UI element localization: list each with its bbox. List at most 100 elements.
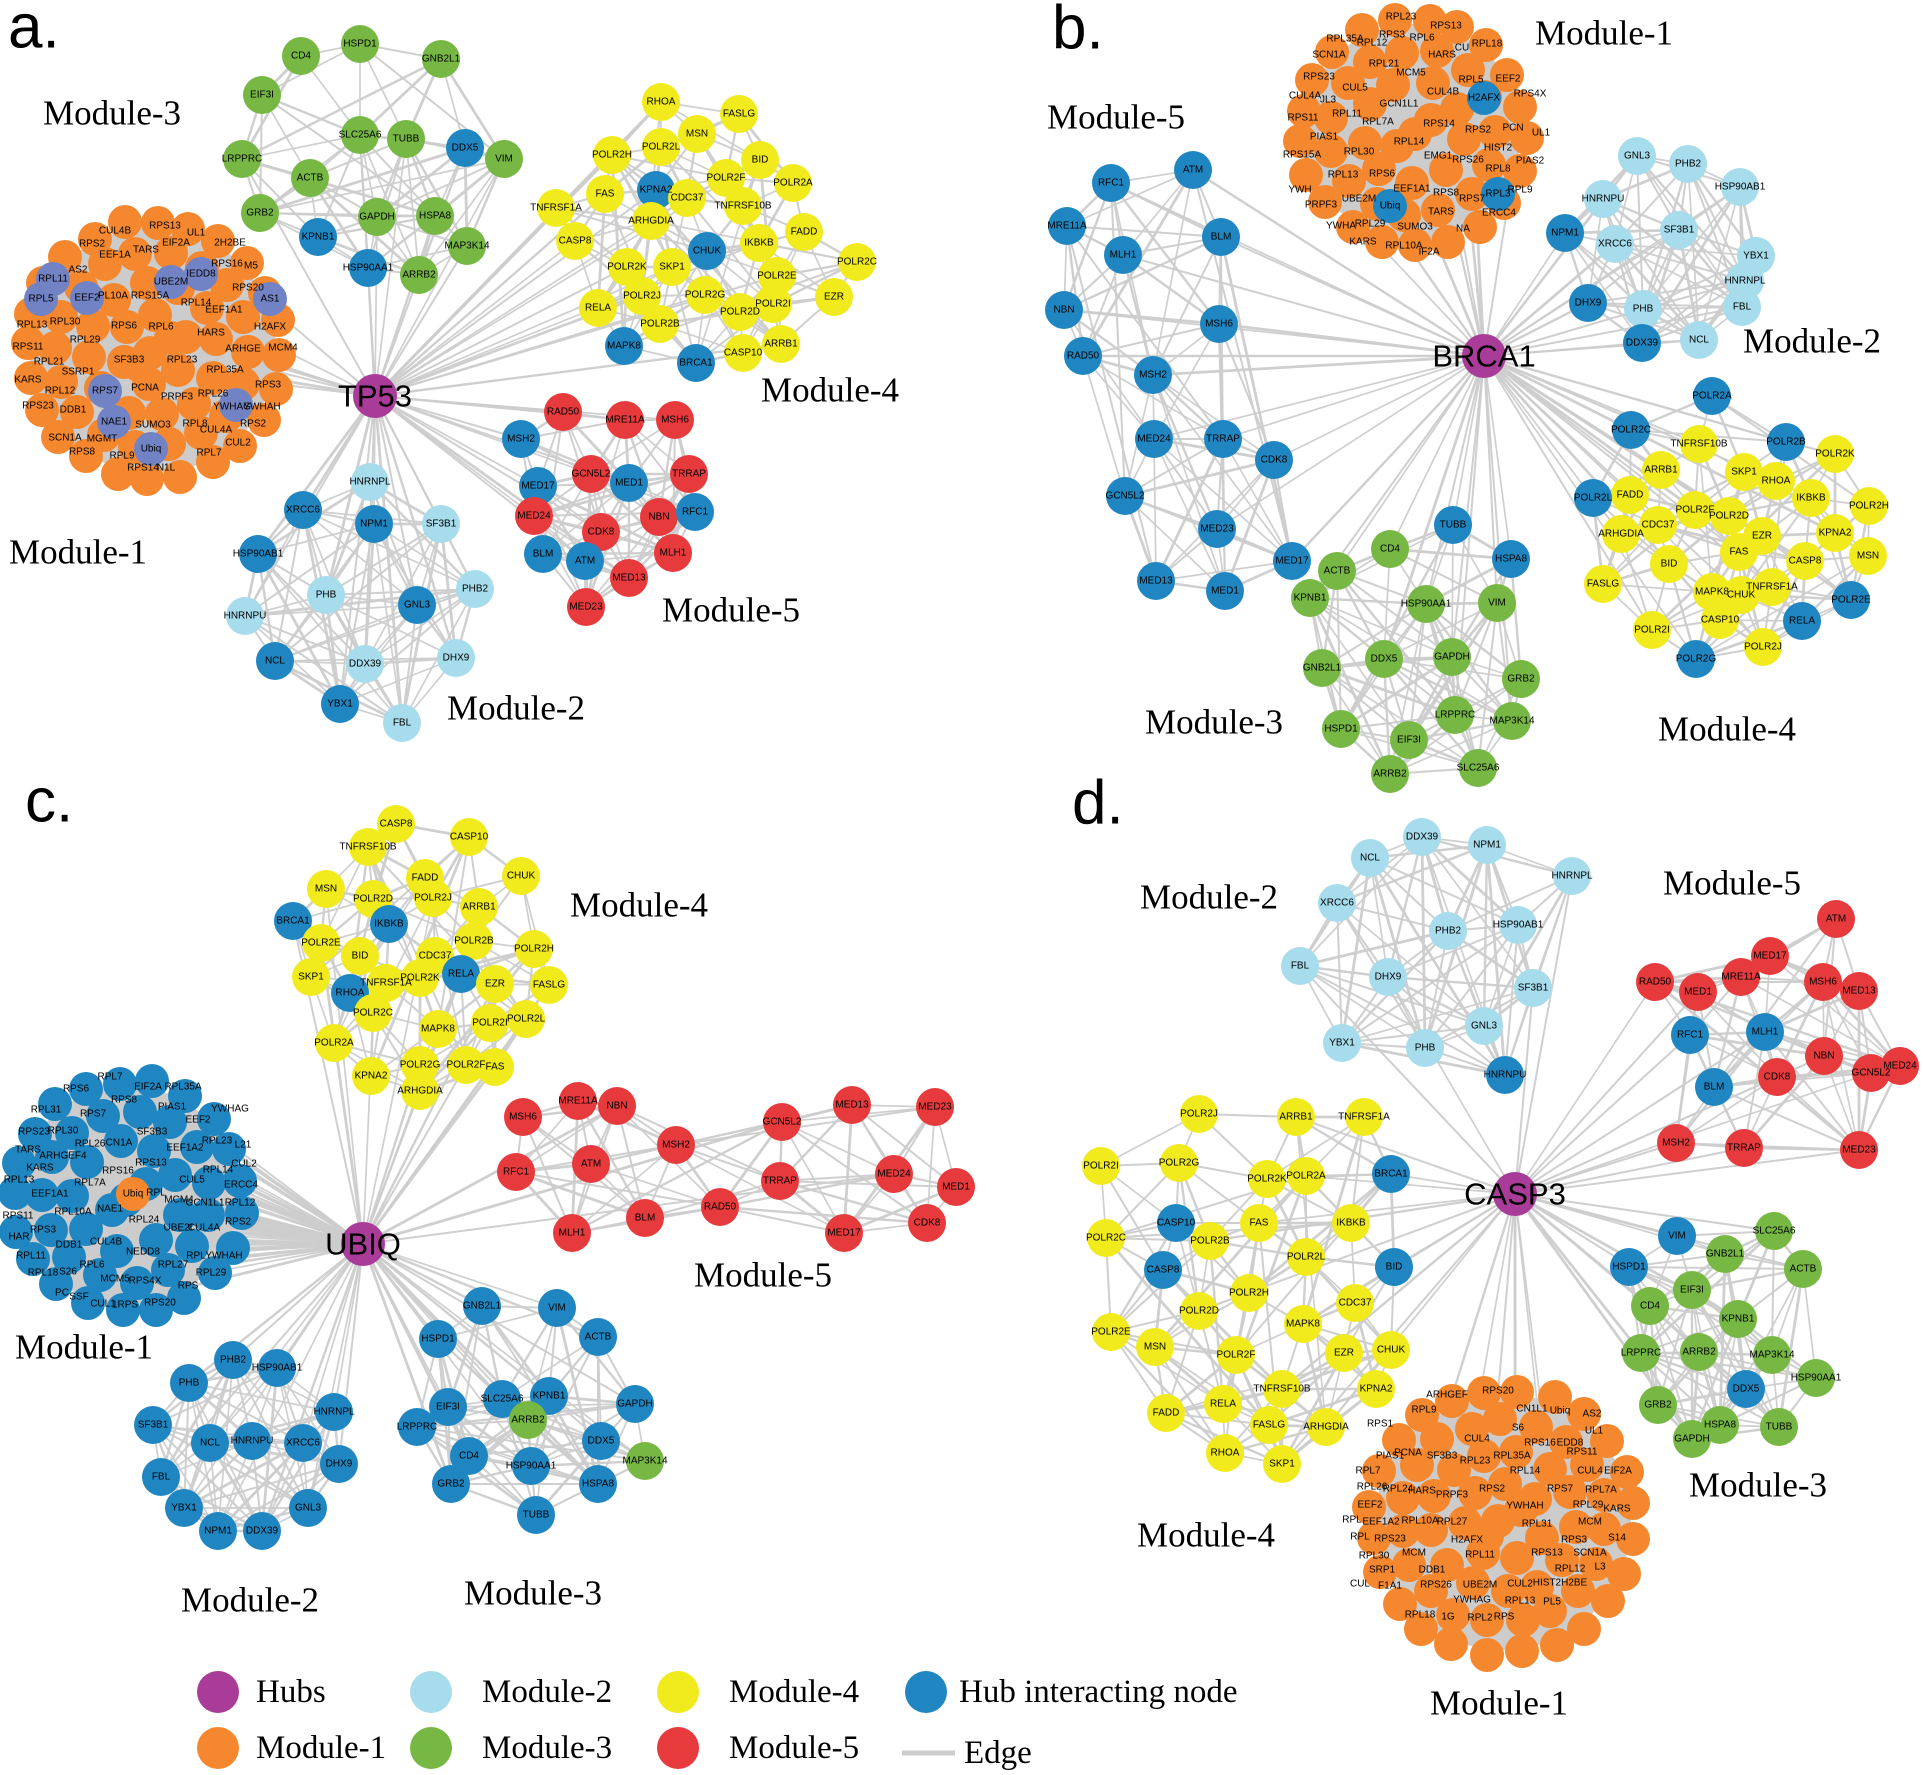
svg-text:POLR2A: POLR2A [1286,1171,1326,1182]
svg-text:TNFRSF10B: TNFRSF10B [339,842,397,853]
svg-text:CD4: CD4 [1380,544,1400,555]
svg-text:MRE11A: MRE11A [1047,221,1087,232]
svg-text:KARS: KARS [14,375,42,386]
svg-text:RPL18: RPL18 [28,1268,59,1279]
svg-text:POLR2I: POLR2I [1634,625,1670,636]
svg-text:RPL30: RPL30 [48,1126,79,1137]
svg-text:CUL5: CUL5 [1342,83,1368,94]
svg-text:Module-4: Module-4 [1137,1516,1275,1555]
svg-text:MSH2: MSH2 [1662,1138,1690,1149]
svg-text:PHB: PHB [1415,1043,1436,1054]
svg-text:Module-5: Module-5 [694,1256,832,1295]
svg-text:ARHGDIA: ARHGDIA [628,216,674,227]
svg-text:RPL23: RPL23 [167,355,198,366]
svg-text:Edge: Edge [964,1735,1032,1771]
svg-text:HAR: HAR [8,1232,29,1243]
svg-text:MED24: MED24 [877,1169,911,1180]
svg-text:RHOA: RHOA [336,988,365,999]
svg-text:DHX9: DHX9 [1575,298,1602,309]
svg-text:HSPD1: HSPD1 [421,1334,455,1345]
svg-text:RPL35A: RPL35A [1326,34,1364,45]
svg-text:CDK8: CDK8 [1261,455,1288,466]
svg-text:EEF1A1: EEF1A1 [31,1189,69,1200]
svg-text:RPS2: RPS2 [225,1217,252,1228]
svg-text:NBN: NBN [1053,305,1074,316]
svg-text:TUBB: TUBB [523,1510,550,1521]
svg-text:XRCC6: XRCC6 [286,1438,320,1449]
svg-text:RPS11: RPS11 [3,1211,34,1222]
svg-text:RFC1: RFC1 [682,507,709,518]
svg-text:TUBB: TUBB [393,134,420,145]
svg-text:RPL6: RPL6 [148,322,173,333]
svg-text:FAS: FAS [1250,1218,1269,1229]
svg-text:HSPA8: HSPA8 [1704,1420,1736,1431]
svg-text:RPL13: RPL13 [17,320,48,331]
svg-text:CASP8: CASP8 [380,819,413,830]
svg-text:SUMO3: SUMO3 [135,420,171,431]
svg-text:IKBKB: IKBKB [1796,493,1826,504]
svg-text:RPS3: RPS3 [255,380,282,391]
svg-text:NAE1: NAE1 [101,417,128,428]
svg-text:KPNA2: KPNA2 [640,185,673,196]
svg-text:SF3B1: SF3B1 [138,1420,169,1431]
svg-text:ARRB1: ARRB1 [462,902,496,913]
svg-text:HSPA8: HSPA8 [582,1479,614,1490]
svg-text:RPS8: RPS8 [111,1095,138,1106]
svg-text:RPL27: RPL27 [158,1260,189,1271]
svg-text:RPS6: RPS6 [1369,169,1396,180]
svg-text:MRE11A: MRE11A [558,1096,598,1107]
svg-text:RPL13: RPL13 [1505,1596,1536,1607]
svg-text:CHUK: CHUK [507,871,536,882]
svg-text:RPS23: RPS23 [18,1127,50,1138]
svg-text:GRB2: GRB2 [1507,674,1535,685]
svg-text:SUMO3: SUMO3 [1397,222,1433,233]
svg-text:RPL31: RPL31 [1522,1519,1553,1530]
svg-text:AS2: AS2 [1583,1409,1602,1420]
svg-text:PC: PC [55,1288,69,1299]
svg-text:YBX1: YBX1 [171,1503,197,1514]
svg-text:Module-2: Module-2 [181,1581,319,1620]
svg-text:MED17: MED17 [1275,556,1309,567]
svg-text:HNRNPU: HNRNPU [1484,1070,1527,1081]
svg-text:Module-3: Module-3 [1145,703,1283,742]
svg-text:d.: d. [1072,769,1124,838]
svg-text:NCL: NCL [1360,853,1380,864]
svg-text:TARS: TARS [15,1145,41,1156]
svg-text:RPL: RPL [146,1188,166,1199]
svg-text:RPL29: RPL29 [70,335,101,346]
svg-text:HNRNPL: HNRNPL [1724,276,1766,287]
svg-text:RPL5: RPL5 [1458,75,1483,86]
svg-text:ARHGDIA: ARHGDIA [1598,529,1644,540]
svg-text:YBX1: YBX1 [327,699,353,710]
svg-text:KPNA2: KPNA2 [1360,1384,1393,1395]
svg-text:CUL4A: CUL4A [188,1223,221,1234]
svg-text:UL1: UL1 [187,228,206,239]
svg-text:PRPF3: PRPF3 [1305,200,1338,211]
svg-text:RPL30: RPL30 [1344,147,1375,158]
svg-text:MAPK8: MAPK8 [1286,1319,1320,1330]
svg-text:Ubiq: Ubiq [1380,201,1401,212]
svg-text:RPL10A: RPL10A [1385,241,1423,252]
svg-text:F1A1: F1A1 [1378,1581,1402,1592]
svg-text:RPL14: RPL14 [1510,1466,1541,1477]
svg-text:MED1: MED1 [942,1182,970,1193]
svg-text:POLR2E: POLR2E [757,271,797,282]
svg-text:RPL14: RPL14 [1394,137,1425,148]
svg-text:RHOA: RHOA [1762,476,1791,487]
svg-text:MED13: MED13 [1842,986,1876,997]
svg-text:POLR2K: POLR2K [400,973,440,984]
svg-text:YWHA: YWHA [1326,221,1356,232]
svg-text:c.: c. [25,767,73,836]
svg-text:CDK8: CDK8 [1764,1072,1791,1083]
svg-text:TNFRSF10B: TNFRSF10B [1253,1384,1311,1395]
svg-text:AS1: AS1 [261,294,280,305]
svg-text:RPL11: RPL11 [16,1251,46,1262]
svg-text:CUL4B: CUL4B [99,226,132,237]
svg-text:POLR2H: POLR2H [1229,1288,1269,1299]
svg-text:MED13: MED13 [835,1100,869,1111]
svg-text:GAPDH: GAPDH [359,212,395,223]
svg-text:VIM: VIM [548,1303,566,1314]
svg-text:EIF3I: EIF3I [436,1402,460,1413]
svg-text:RPS3: RPS3 [1379,30,1406,41]
svg-text:POLR2B: POLR2B [1190,1236,1230,1247]
